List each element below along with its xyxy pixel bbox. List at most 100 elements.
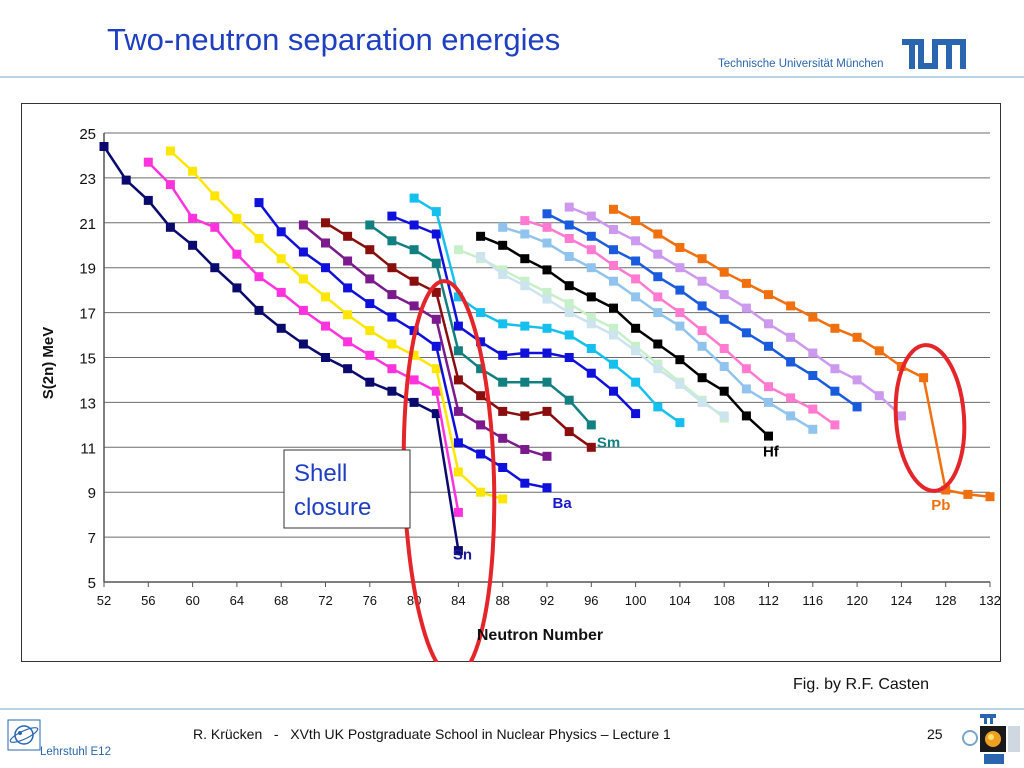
- y-tick-label: 19: [79, 261, 96, 278]
- data-point: [542, 483, 552, 493]
- data-point: [586, 245, 596, 255]
- data-point: [741, 384, 751, 394]
- header-divider: [0, 76, 1024, 78]
- x-tick-label: 60: [185, 593, 199, 608]
- data-point: [498, 463, 508, 472]
- tum-logo: [902, 39, 966, 69]
- data-point: [298, 247, 308, 257]
- data-point: [276, 287, 286, 297]
- data-point: [321, 353, 330, 362]
- data-point: [609, 245, 618, 255]
- data-point: [564, 281, 574, 291]
- data-point: [564, 427, 574, 437]
- data-point: [520, 321, 530, 331]
- series-label: Sm: [597, 434, 620, 451]
- data-point: [564, 234, 574, 243]
- shell-closure-ellipse-n126: [893, 343, 967, 493]
- series-labels: Sn Ba Sm Hf Pb: [453, 434, 951, 563]
- series-line: [479, 255, 725, 417]
- y-tick-label: 13: [79, 395, 96, 412]
- figure-credit: Fig. by R.F. Casten: [793, 676, 930, 693]
- data-point: [609, 330, 618, 340]
- data-point: [653, 292, 663, 302]
- data-point: [343, 310, 353, 320]
- data-point: [631, 346, 641, 356]
- data-point: [431, 341, 441, 351]
- data-point: [609, 261, 618, 270]
- data-point: [697, 373, 707, 383]
- data-point: [741, 364, 751, 374]
- data-point: [586, 344, 596, 353]
- data-point: [586, 211, 596, 221]
- data-point: [298, 274, 308, 284]
- slide-title: Two-neutron separation energies: [107, 22, 561, 57]
- data-point: [542, 451, 552, 461]
- footer-text: R. Krücken - XVth UK Postgraduate School…: [193, 726, 671, 742]
- y-tick-label: 5: [88, 575, 96, 592]
- data-point: [631, 409, 641, 419]
- x-tick-label: 76: [363, 593, 377, 608]
- data-point: [764, 382, 773, 392]
- e12-logo-icon: [7, 719, 41, 751]
- data-point: [387, 312, 397, 322]
- data-point: [631, 341, 641, 351]
- data-point: [343, 364, 353, 374]
- data-point: [564, 308, 574, 318]
- data-point: [165, 222, 175, 232]
- data-point: [409, 301, 419, 311]
- series-line: [568, 205, 903, 417]
- data-point: [542, 265, 552, 275]
- series-6: [365, 220, 596, 430]
- data-point: [298, 339, 308, 349]
- data-point: [830, 386, 840, 396]
- x-tick-label: 100: [625, 593, 647, 608]
- series-2: [165, 146, 508, 504]
- data-point: [808, 404, 818, 414]
- data-point: [719, 386, 729, 396]
- series-line: [169, 150, 504, 501]
- data-point: [365, 350, 375, 360]
- data-point: [387, 290, 397, 300]
- chair-label: Lehrstuhl E12: [40, 746, 111, 758]
- data-point: [542, 222, 552, 232]
- data-point: [165, 146, 175, 156]
- data-point: [631, 274, 641, 284]
- data-point: [476, 308, 486, 318]
- data-point: [609, 386, 618, 396]
- page-number: 25: [927, 726, 943, 742]
- data-point: [321, 218, 330, 228]
- data-point: [631, 216, 641, 226]
- data-point: [719, 411, 729, 421]
- data-point: [520, 254, 530, 264]
- data-point: [298, 305, 308, 315]
- data-point: [675, 308, 685, 318]
- data-point: [919, 373, 929, 383]
- data-point: [542, 238, 552, 248]
- series-4: [298, 220, 552, 461]
- data-point: [453, 406, 463, 416]
- data-point: [365, 274, 375, 284]
- data-point: [343, 256, 353, 266]
- data-point: [343, 283, 353, 293]
- data-point: [586, 319, 596, 329]
- data-point: [719, 267, 729, 277]
- y-tick-label: 11: [80, 440, 96, 457]
- data-point: [365, 245, 375, 255]
- data-point: [498, 350, 508, 360]
- data-point: [564, 220, 574, 230]
- data-point: [586, 292, 596, 302]
- data-point: [387, 386, 397, 396]
- data-point: [387, 339, 397, 349]
- data-point: [764, 341, 773, 351]
- data-point: [409, 193, 419, 203]
- data-point: [852, 375, 862, 385]
- data-point: [387, 364, 397, 374]
- y-tick-label: 25: [79, 126, 96, 143]
- data-point: [609, 204, 618, 214]
- data-point: [675, 285, 685, 295]
- data-point: [498, 406, 508, 416]
- data-point: [498, 269, 508, 279]
- data-point: [232, 283, 242, 293]
- data-point: [874, 346, 884, 356]
